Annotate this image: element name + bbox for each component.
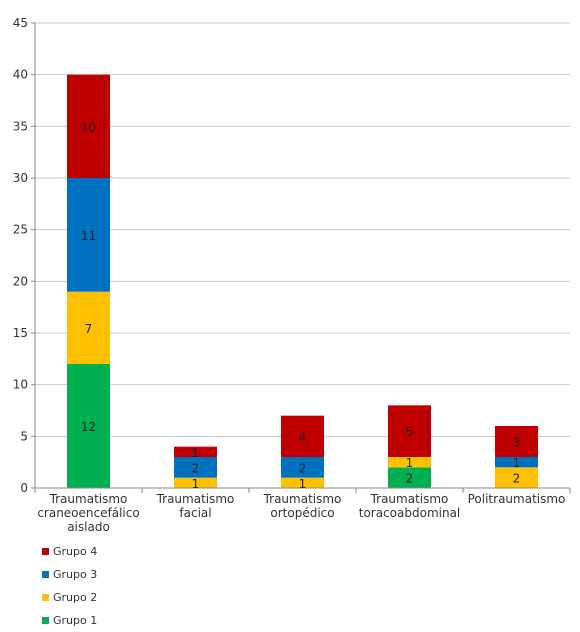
x-category-label: Politraumatismo — [468, 492, 566, 506]
legend-item: Grupo 4 — [42, 540, 97, 563]
x-category-label: Traumatismo — [263, 492, 342, 506]
data-label: 12 — [81, 420, 96, 434]
bar-segment — [67, 178, 110, 292]
bar-segment — [174, 457, 217, 478]
data-label: 1 — [192, 446, 200, 460]
legend-item: Grupo 2 — [42, 586, 97, 609]
x-category-label: Traumatismo — [370, 492, 449, 506]
axes: 051015202530354045Traumatismocraneoencef… — [13, 16, 571, 534]
data-label: 2 — [513, 472, 521, 486]
bar-segment — [174, 477, 217, 488]
data-label: 1 — [299, 477, 307, 491]
y-tick-label: 45 — [13, 16, 28, 30]
data-label: 2 — [299, 461, 307, 475]
x-category-label: facial — [179, 506, 211, 520]
legend-label: Grupo 2 — [53, 591, 98, 604]
bar-segment — [281, 457, 324, 478]
bar-segment — [281, 477, 324, 488]
bar-segment — [495, 467, 538, 488]
bar-segment — [495, 457, 538, 468]
gridlines — [35, 22, 570, 437]
legend-item: Grupo 3 — [42, 563, 97, 586]
y-tick-label: 15 — [13, 326, 28, 340]
legend-swatch — [42, 571, 49, 578]
bar-segment — [495, 426, 538, 457]
data-label: 3 — [513, 436, 521, 450]
legend-swatch — [42, 617, 49, 624]
bar-segments — [67, 74, 538, 488]
data-label: 7 — [85, 322, 93, 336]
legend-swatch — [42, 548, 49, 555]
x-category-label: craneoencefálico — [37, 506, 139, 520]
x-category-label: Traumatismo — [156, 492, 235, 506]
data-label: 11 — [81, 229, 96, 243]
y-tick-label: 30 — [13, 171, 28, 185]
y-tick-label: 10 — [13, 378, 28, 392]
legend-label: Grupo 4 — [53, 545, 98, 558]
y-tick-label: 40 — [13, 68, 28, 82]
bar-segment — [67, 364, 110, 488]
legend-item: Grupo 1 — [42, 609, 97, 632]
x-category-label: toracoabdominal — [359, 506, 461, 520]
bar-segment — [388, 457, 431, 468]
bar-segment — [67, 74, 110, 178]
data-label: 1 — [192, 477, 200, 491]
legend-label: Grupo 3 — [53, 568, 98, 581]
legend-label: Grupo 1 — [53, 614, 98, 627]
legend: Grupo 4 Grupo 3 Grupo 2 Grupo 1 — [42, 540, 97, 632]
y-tick-label: 35 — [13, 119, 28, 133]
bar-segment — [67, 291, 110, 364]
data-label: 10 — [81, 120, 96, 134]
data-label: 1 — [406, 456, 414, 470]
x-category-label: aislado — [67, 520, 110, 534]
x-category-label: Traumatismo — [49, 492, 128, 506]
y-tick-label: 5 — [20, 429, 28, 443]
y-tick-label: 25 — [13, 223, 28, 237]
data-label: 5 — [406, 425, 414, 439]
bar-segment — [281, 415, 324, 457]
data-label: 2 — [192, 461, 200, 475]
legend-swatch — [42, 594, 49, 601]
data-label: 4 — [299, 430, 307, 444]
x-category-label: ortopédico — [270, 506, 334, 520]
y-tick-label: 0 — [20, 481, 28, 495]
data-label: 2 — [406, 472, 414, 486]
bar-segment — [174, 446, 217, 457]
data-label: 1 — [513, 456, 521, 470]
y-tick-label: 20 — [13, 274, 28, 288]
bar-segment — [388, 405, 431, 457]
bar-segment — [388, 467, 431, 488]
